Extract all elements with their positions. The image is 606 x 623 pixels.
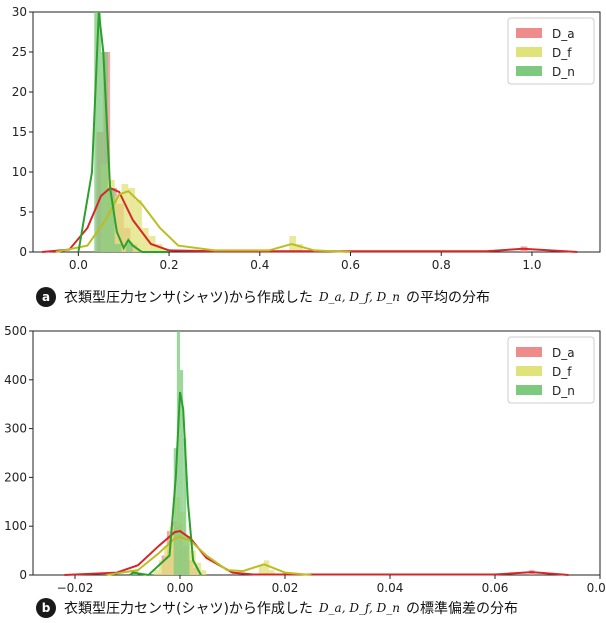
b-kde-dn	[129, 391, 202, 577]
badge-a: a	[36, 287, 56, 307]
a-ytick-label-6: 30	[12, 5, 27, 19]
a-xtick-label-4: 0.8	[432, 258, 451, 272]
b-ytick-label-0: 0	[19, 568, 27, 582]
b-legend-label-0: D_a	[552, 346, 575, 360]
a-ytick-label-5: 25	[12, 45, 27, 59]
a-ytick-label-2: 10	[12, 165, 27, 179]
b-plot-area	[32, 330, 601, 576]
b-ytick-label-2: 200	[4, 470, 27, 484]
a-bar-df-4	[128, 188, 136, 252]
b-bar-df-1	[159, 560, 165, 575]
a-legend-swatch-2	[516, 66, 542, 76]
b-xtick-label-5: 0.08	[587, 581, 606, 595]
b-xtick-label-3: 0.04	[377, 581, 404, 595]
chart-b: −0.02 0.00 0.02 0.04 0.06 0.08 0 100 200 300 400 50…	[4, 324, 606, 595]
b-bar-df-0	[153, 570, 159, 575]
a-bar-df-6	[141, 228, 149, 252]
a-ytick-label-1: 5	[19, 205, 27, 219]
a-bar-df-3	[121, 184, 129, 252]
a-legend-label-2: D_n	[552, 65, 575, 79]
a-bar-dn-4	[125, 242, 133, 252]
b-xtick-label-1: 0.00	[167, 581, 194, 595]
b-ytick-label-5: 500	[4, 324, 27, 338]
b-bar-dn-2	[180, 370, 184, 575]
a-kde-da	[42, 186, 578, 253]
caption-b-suffix: の標準偏差の分布	[405, 601, 518, 617]
a-xtick-label-2: 0.4	[250, 258, 269, 272]
b-bar-df-7	[190, 550, 196, 575]
a-ytick-label-4: 20	[12, 85, 27, 99]
b-bar-df-10	[258, 565, 264, 575]
badge-b: b	[36, 598, 56, 618]
b-xtick-label-2: 0.02	[272, 581, 299, 595]
b-ytick-label-4: 400	[4, 373, 27, 387]
a-kde-dn	[77, 11, 170, 253]
b-bar-df-9	[201, 570, 207, 575]
caption-a-math: D_a, D_f, D_n	[318, 290, 400, 304]
a-legend-label-1: D_f	[552, 46, 572, 60]
a-legend-label-0: D_a	[552, 27, 575, 41]
chart-a: 0.0 0.2 0.4 0.6 0.8 1.0 0 5 10 15 20 25 30 D_a D_f D_n	[12, 5, 601, 272]
a-bar-df-2	[114, 196, 122, 252]
b-bar-dn-0	[173, 448, 177, 575]
a-bar-dn-0	[94, 12, 102, 252]
b-legend-label-2: D_n	[552, 384, 575, 398]
b-xtick-label-0: −0.02	[57, 581, 94, 595]
b-bar-df-12	[269, 570, 275, 575]
a-ytick-label-3: 15	[12, 125, 27, 139]
a-legend-swatch-0	[516, 28, 542, 38]
a-bar-dn-3	[114, 244, 122, 252]
caption-a-suffix: の平均の分布	[405, 290, 490, 306]
b-ytick-label-1: 100	[4, 519, 27, 533]
b-bar-df-3	[169, 526, 175, 575]
b-bar-dn-1	[176, 331, 180, 575]
b-legend-swatch-1	[516, 366, 542, 376]
a-xtick-label-0: 0.0	[69, 258, 88, 272]
b-xtick-label-4: 0.06	[482, 581, 509, 595]
b-kde-df	[106, 535, 312, 576]
b-legend-swatch-0	[516, 347, 542, 357]
a-xtick-label-3: 0.6	[341, 258, 360, 272]
b-bar-df-2	[164, 545, 170, 575]
a-xtick-label-5: 1.0	[522, 258, 541, 272]
a-ytick-label-0: 0	[19, 245, 27, 259]
a-bar-df-11	[296, 244, 303, 252]
caption-b-prefix: 衣類型圧力センサ(シャツ)から作成した	[64, 601, 313, 617]
caption-b-math: D_a, D_f, D_n	[318, 601, 400, 615]
b-legend-label-1: D_f	[552, 365, 572, 379]
b-bar-dn-3	[183, 438, 187, 575]
a-kde-df	[55, 190, 351, 253]
a-legend-swatch-1	[516, 47, 542, 57]
a-bar-df-9	[162, 248, 170, 252]
b-legend-swatch-2	[516, 385, 542, 395]
caption-a-prefix: 衣類型圧力センサ(シャツ)から作成した	[64, 290, 313, 306]
a-bar-df-8	[155, 244, 163, 252]
caption-a: a 衣類型圧力センサ(シャツ)から作成した D_a, D_f, D_n の平均の…	[36, 285, 606, 309]
b-bar-dn-4	[186, 535, 190, 575]
a-xtick-label-1: 0.2	[160, 258, 179, 272]
b-ytick-label-3: 300	[4, 422, 27, 436]
b-bar-df-11	[264, 560, 270, 575]
a-bar-dn-2	[107, 188, 115, 252]
caption-b: b 衣類型圧力センサ(シャツ)から作成した D_a, D_f, D_n の標準偏…	[36, 596, 606, 620]
a-bar-dn-1	[101, 52, 108, 252]
